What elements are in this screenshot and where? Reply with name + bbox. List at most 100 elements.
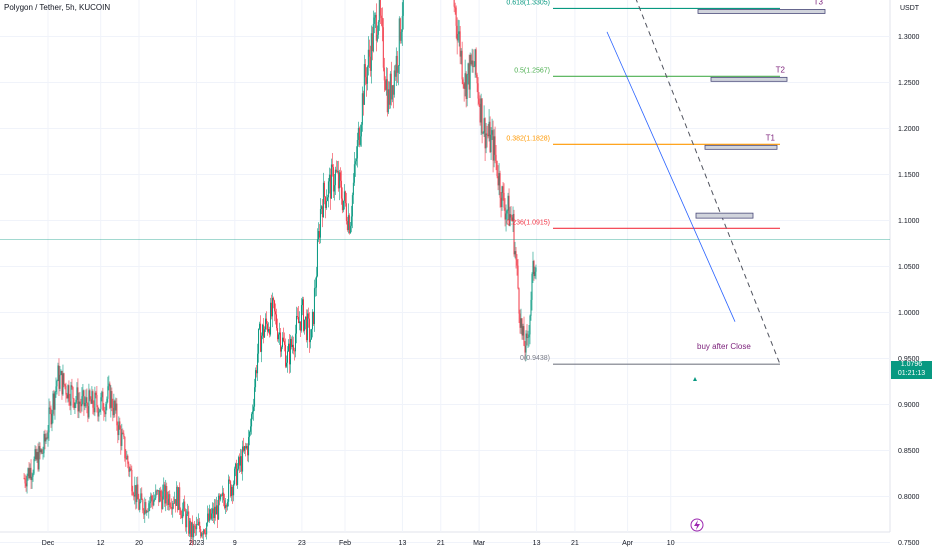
candle-body — [511, 217, 513, 221]
candle-body — [144, 502, 146, 515]
candle-body — [375, 14, 377, 41]
candle-body — [400, 31, 402, 41]
x-tick-label: 10 — [667, 540, 675, 547]
candle-body — [226, 505, 228, 507]
candle-body — [133, 494, 135, 497]
candle-body — [501, 186, 503, 208]
candle-body — [381, 17, 383, 28]
candle-body — [178, 487, 180, 510]
candle-body — [189, 520, 191, 534]
candle-body — [319, 208, 321, 238]
candle-body — [468, 63, 470, 90]
candle-body — [91, 391, 93, 404]
candle-body — [220, 494, 222, 500]
candle-body — [335, 169, 337, 172]
target-label: T3 — [814, 0, 824, 6]
candle-body — [195, 526, 197, 530]
candle-body — [260, 323, 262, 352]
candle-body — [143, 510, 145, 515]
candle-body — [140, 493, 142, 502]
candle-body — [401, 15, 403, 32]
candle-body — [350, 216, 352, 226]
candle-body — [265, 318, 267, 330]
candle-body — [128, 463, 130, 472]
candle-body — [453, 0, 455, 7]
candle-body — [340, 180, 342, 199]
candles — [23, 0, 537, 546]
y-tick-label: 0.9500 — [898, 356, 920, 363]
candle-body — [132, 491, 134, 495]
last-price-badge: 1.0796 01:21:13 — [891, 361, 932, 379]
candle-body — [314, 287, 316, 289]
candle-body — [391, 85, 393, 100]
price-axis[interactable]: 0.7500 0.8000 0.8500 0.9000 0.9500 1.0000 1.05… — [898, 0, 920, 547]
candle-body — [175, 499, 177, 506]
x-tick-label: 2023 — [189, 540, 205, 547]
candle-body — [23, 478, 25, 479]
candle-body — [463, 84, 465, 89]
candle-body — [366, 66, 368, 84]
candle-body — [505, 213, 507, 220]
candle-body — [149, 501, 151, 504]
candle-body — [280, 332, 282, 352]
candle-body — [153, 499, 155, 506]
candle-body — [358, 127, 360, 145]
candle-body — [286, 362, 288, 367]
candle-body — [41, 449, 43, 454]
candle-body — [250, 426, 252, 432]
candle-body — [46, 437, 48, 439]
candle-body — [137, 484, 139, 500]
chart-drawings: 1(1.5696)0.786(1.4357)0.618(1.3305)0.5(1… — [0, 0, 890, 381]
candle-body — [257, 353, 259, 374]
fib-trend-line — [635, 0, 781, 365]
candle-body — [50, 408, 52, 425]
candle-body — [232, 486, 234, 496]
candle-body — [110, 391, 112, 408]
candle-body — [99, 409, 101, 412]
candle-body — [243, 446, 245, 451]
candle-body — [190, 520, 192, 537]
candle-body — [92, 391, 94, 408]
candle-body — [272, 297, 274, 317]
candle-body — [131, 469, 133, 492]
candle-body — [171, 507, 173, 510]
candle-body — [246, 446, 248, 449]
candle-body — [174, 499, 176, 504]
candle-body — [214, 506, 216, 519]
target-box — [697, 9, 826, 14]
candle-body — [84, 402, 86, 407]
candle-body — [147, 511, 149, 512]
candle-body — [53, 393, 55, 410]
candle-body — [273, 297, 275, 301]
candle-body — [367, 49, 369, 67]
candle-body — [179, 487, 181, 510]
candle-body — [300, 305, 302, 331]
candle-body — [473, 66, 475, 68]
candle-body — [125, 458, 127, 460]
candle-body — [164, 484, 166, 504]
x-tick-label: 21 — [571, 540, 579, 547]
candle-body — [60, 370, 62, 375]
candle-body — [247, 446, 249, 456]
candle-body — [87, 406, 89, 418]
candle-body — [281, 347, 283, 352]
candle-body — [69, 401, 71, 406]
time-axis[interactable]: Dec 12 20 2023 9 23 Feb 13 21 Mar 13 21 Apr 10 — [42, 518, 704, 547]
candle-body — [218, 495, 220, 520]
candle-body — [75, 399, 77, 403]
target-label: T1 — [766, 133, 776, 142]
candle-body — [348, 215, 350, 234]
candle-body — [339, 172, 341, 181]
x-tick-label: Apr — [622, 540, 634, 547]
candle-body — [154, 498, 156, 500]
candle-body — [127, 455, 129, 464]
candle-body — [458, 31, 460, 35]
candle-body — [228, 479, 230, 502]
candle-body — [301, 299, 303, 306]
y-tick-label: 1.2500 — [898, 80, 920, 87]
candle-body — [54, 391, 56, 410]
candle-body — [486, 133, 488, 135]
candle-body — [258, 328, 260, 354]
candle-body — [30, 467, 32, 481]
